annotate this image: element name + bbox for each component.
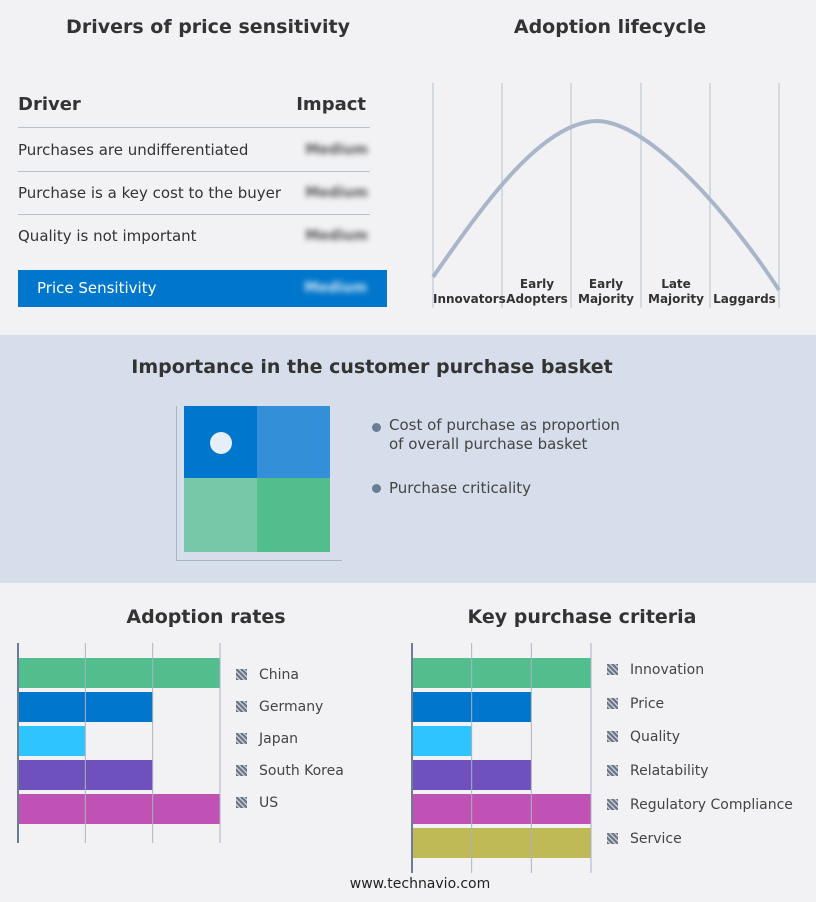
- legend-item: Regulatory Compliance: [607, 797, 793, 813]
- stage-label: Innovators: [433, 292, 506, 306]
- legend-label: Japan: [259, 731, 299, 747]
- legend-item: Price: [607, 696, 664, 712]
- legend-swatch-icon: [236, 701, 247, 712]
- legend-item: South Korea: [236, 763, 344, 779]
- legend-item: Relatability: [607, 763, 709, 779]
- adoption-curve: [431, 118, 781, 292]
- purchase-criteria-title: Key purchase criteria: [467, 606, 697, 628]
- legend-swatch-icon: [607, 798, 618, 810]
- impact-value: Medium: [305, 142, 368, 158]
- bar-quality: [412, 726, 472, 756]
- bar-innovation: [412, 658, 591, 688]
- legend-swatch-icon: [607, 765, 618, 777]
- col-driver: Driver: [18, 94, 81, 115]
- lifecycle-chart: [431, 83, 781, 308]
- legend-label: Innovation: [630, 662, 705, 678]
- adoption-rates-title: Adoption rates: [126, 606, 286, 628]
- drivers-header: Driver Impact: [18, 94, 370, 128]
- legend-swatch-icon: [607, 731, 618, 743]
- legend-label: Regulatory Compliance: [630, 796, 793, 813]
- legend-label: US: [259, 795, 279, 811]
- stage-label: Early Majority: [578, 277, 634, 306]
- drivers-title: Drivers of price sensitivity: [66, 16, 350, 38]
- stage-label: Late Majority: [648, 277, 704, 306]
- quadrant-bottom-left: [184, 478, 257, 552]
- legend-label: Germany: [259, 699, 324, 715]
- bar-japan: [18, 726, 86, 756]
- legend-label: Service: [630, 830, 682, 847]
- legend-item: Quality: [607, 729, 680, 745]
- driver-text: Purchase is a key cost to the buyer: [18, 184, 282, 202]
- stage-label: Early Adopters: [506, 277, 568, 306]
- quadrant-top-right: [257, 406, 330, 478]
- position-marker: [210, 432, 232, 454]
- quadrant-bottom-right: [257, 478, 330, 552]
- basket-section: [0, 335, 816, 583]
- legend-item: Japan: [236, 731, 298, 747]
- legend-label: South Korea: [259, 763, 344, 779]
- driver-row: Purchases are undifferentiated Medium: [18, 129, 370, 172]
- summary-impact: Medium: [304, 280, 367, 296]
- legend-label: China: [259, 667, 299, 683]
- legend-item: Service: [607, 831, 682, 847]
- legend-label: Quality: [630, 729, 681, 746]
- driver-text: Quality is not important: [18, 227, 197, 245]
- legend-swatch-icon: [607, 664, 618, 675]
- price-sensitivity-summary: Price Sensitivity Medium: [18, 270, 387, 307]
- bar-us: [18, 794, 220, 824]
- driver-row: Quality is not important Medium: [18, 215, 370, 258]
- footer-url: www.technavio.com: [349, 876, 491, 892]
- col-impact: Impact: [296, 94, 366, 115]
- legend-item: US: [236, 795, 278, 811]
- stage-label: Laggards: [713, 292, 776, 306]
- driver-text: Purchases are undifferentiated: [18, 141, 249, 159]
- impact-value: Medium: [305, 185, 368, 201]
- impact-value: Medium: [305, 228, 368, 244]
- bar-service: [412, 828, 591, 858]
- legend-label: Price: [630, 695, 665, 712]
- legend-item: China: [236, 667, 299, 683]
- legend-swatch-icon: [236, 797, 247, 808]
- basket-legend-item: Purchase criticality: [372, 479, 531, 497]
- legend-item: Germany: [236, 699, 323, 715]
- legend-swatch-icon: [607, 697, 618, 709]
- legend-label: Relatability: [630, 763, 709, 780]
- basket-legend-item: Cost of purchase as proportion of overal…: [372, 416, 639, 454]
- legend-swatch-icon: [607, 832, 618, 844]
- legend-swatch-icon: [236, 733, 247, 744]
- legend-swatch-icon: [236, 669, 247, 680]
- matrix-x-axis: [176, 560, 342, 561]
- legend-swatch-icon: [236, 765, 247, 776]
- summary-label: Price Sensitivity: [37, 279, 157, 297]
- lifecycle-title: Adoption lifecycle: [513, 16, 707, 38]
- matrix-y-axis: [176, 406, 177, 560]
- basket-title: Importance in the customer purchase bask…: [131, 356, 613, 378]
- legend-item: Innovation: [607, 662, 704, 678]
- bar-regulatory-compliance: [412, 794, 591, 824]
- driver-row: Purchase is a key cost to the buyer Mediu…: [18, 172, 370, 215]
- bar-china: [18, 658, 220, 688]
